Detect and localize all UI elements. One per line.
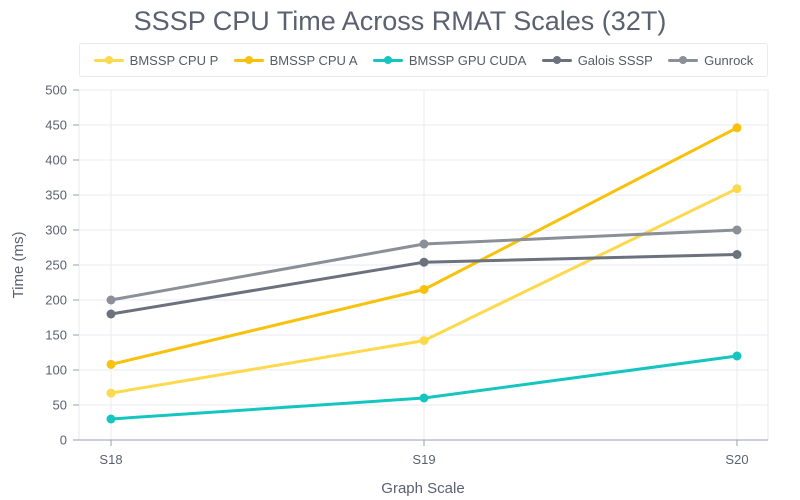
x-axis-title: Graph Scale: [381, 480, 464, 497]
series-4: [106, 225, 742, 305]
legend-label: Galois SSSP: [577, 52, 653, 68]
data-point: [106, 309, 116, 319]
y-tick-label: 300: [45, 223, 67, 238]
data-point: [732, 351, 742, 361]
data-point: [419, 393, 429, 403]
y-axis-title: Time (ms): [10, 232, 27, 299]
data-point: [106, 295, 116, 305]
data-point: [732, 250, 742, 259]
data-point: [419, 336, 429, 346]
data-point: [419, 285, 429, 294]
series-3: [106, 250, 742, 319]
y-tick-label: 350: [45, 188, 67, 203]
legend-swatch: [668, 54, 699, 66]
y-tick-label: 400: [45, 153, 67, 168]
legend-label: Gunrock: [704, 52, 754, 68]
legend-item[interactable]: Galois SSSP: [541, 52, 653, 68]
chart-title: SSSP CPU Time Across RMAT Scales (32T): [133, 6, 667, 36]
legend-swatch: [233, 54, 264, 66]
legend-swatch: [372, 54, 403, 66]
y-tick-label: 450: [45, 118, 67, 133]
y-tick-label: 250: [45, 258, 67, 273]
axes: 0 50 100 150 200 250 300 350 400 450 500 S18 S19 S20: [45, 83, 768, 467]
y-tick-label: 0: [60, 433, 67, 448]
legend-item[interactable]: Gunrock: [668, 53, 753, 68]
x-tick-label: S20: [725, 452, 748, 467]
legend-label: BMSSP CPU P: [129, 52, 219, 68]
y-tick-label: 150: [45, 328, 67, 343]
series-2: [106, 351, 742, 424]
y-tick-label: 100: [45, 363, 67, 378]
data-point: [419, 239, 429, 249]
legend-item[interactable]: BMSSP CPU P: [93, 52, 219, 68]
series-layer: [106, 123, 742, 424]
data-point: [419, 257, 429, 267]
legend-item[interactable]: BMSSP CPU A: [233, 52, 358, 68]
legend-label: BMSSP CPU A: [269, 52, 358, 68]
x-tick-label: S19: [412, 452, 435, 467]
data-point: [106, 359, 116, 369]
data-point: [106, 414, 116, 424]
data-point: [732, 225, 742, 235]
legend-swatch: [93, 54, 124, 66]
x-tick-label: S18: [99, 452, 122, 467]
legend: BMSSP CPU P BMSSP CPU A BMSSP GPU CUDA Galo…: [79, 43, 768, 77]
data-point: [732, 123, 742, 133]
data-point: [732, 184, 742, 194]
y-tick-label: 200: [45, 293, 67, 308]
legend-item[interactable]: BMSSP GPU CUDA: [372, 52, 527, 68]
series-0: [106, 184, 742, 398]
legend-label: BMSSP GPU CUDA: [408, 52, 527, 68]
y-tick-label: 500: [45, 83, 67, 98]
legend-swatch: [541, 54, 572, 66]
y-tick-label: 50: [53, 398, 67, 413]
data-point: [106, 388, 116, 398]
series-1: [106, 123, 742, 369]
